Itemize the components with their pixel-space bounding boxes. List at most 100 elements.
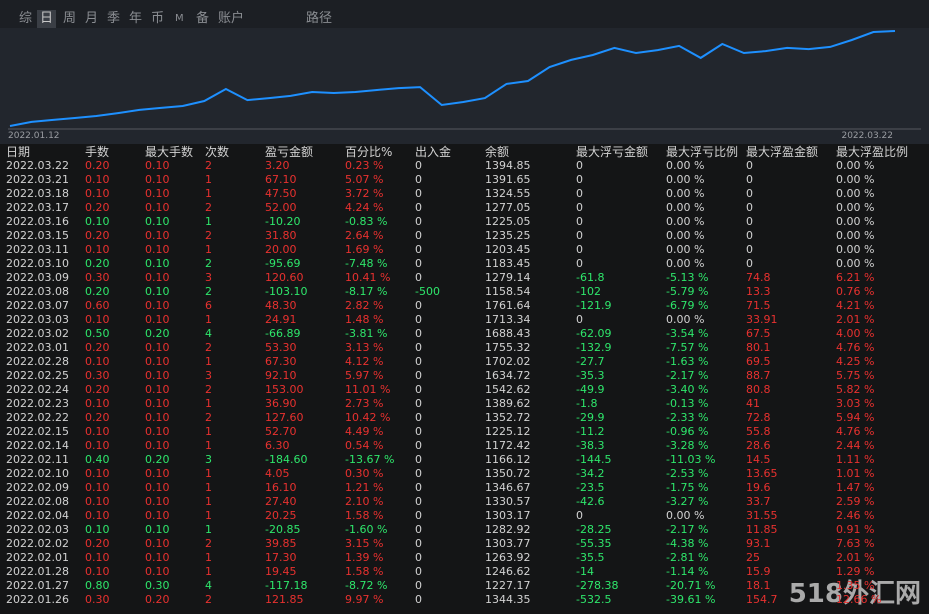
tab[interactable]: 季 xyxy=(107,11,121,26)
cell: 47.50 xyxy=(265,187,297,200)
cell: 0.10 xyxy=(145,215,170,228)
cell: 6 xyxy=(205,299,212,312)
tab[interactable]: 日 xyxy=(37,10,57,28)
cell: 2 xyxy=(205,593,212,606)
cell: 0.40 xyxy=(85,453,110,466)
cell: 92.10 xyxy=(265,369,297,382)
cell: -4.38 % xyxy=(666,537,709,550)
cell: 0.80 xyxy=(85,579,110,592)
cell: 0.10 xyxy=(145,285,170,298)
cell: 0 xyxy=(415,565,422,578)
cell: 1172.42 xyxy=(485,439,531,452)
cell: 93.1 xyxy=(746,537,771,550)
top-bar xyxy=(0,0,929,28)
tab[interactable]: 月 xyxy=(85,11,99,26)
cell: 5.94 % xyxy=(836,411,875,424)
cell: 2022.02.24 xyxy=(6,383,69,396)
cell: -1.75 % xyxy=(666,481,709,494)
cell: 17.30 xyxy=(265,551,297,564)
cell: 2022.02.22 xyxy=(6,411,69,424)
cell: 0.54 % xyxy=(345,439,384,452)
cell: 67.5 xyxy=(746,327,771,340)
cell: 5.75 % xyxy=(836,369,875,382)
tab[interactable]: 币 xyxy=(151,11,165,26)
cell: -11.2 xyxy=(576,425,605,438)
tab[interactable]: 路径 xyxy=(306,11,333,26)
cell: 127.60 xyxy=(265,411,304,424)
cell: 0 xyxy=(415,411,422,424)
cell: 0 xyxy=(415,425,422,438)
cell: 1330.57 xyxy=(485,495,531,508)
column-header: 最大浮亏比例 xyxy=(666,145,739,159)
cell: -1.63 % xyxy=(666,355,709,368)
cell: 2022.03.07 xyxy=(6,299,69,312)
cell: 0 xyxy=(415,397,422,410)
cell: 1235.25 xyxy=(485,229,531,242)
cell: 0.00 % xyxy=(836,173,875,186)
cell: 74.8 xyxy=(746,271,771,284)
cell: 2022.03.17 xyxy=(6,201,69,214)
cell: 0.00 % xyxy=(666,159,705,172)
cell: 5.82 % xyxy=(836,383,875,396)
cell: 1303.17 xyxy=(485,509,531,522)
cell: 1 xyxy=(205,495,212,508)
tab[interactable]: M xyxy=(175,13,184,24)
cell: 2022.02.02 xyxy=(6,537,69,550)
cell: 0 xyxy=(576,187,583,200)
cell: 4.49 % xyxy=(345,425,384,438)
column-header: 百分比% xyxy=(345,145,393,159)
tab[interactable]: 周 xyxy=(63,11,77,26)
column-header: 日期 xyxy=(6,145,31,159)
cell: -0.96 % xyxy=(666,425,709,438)
cell: 80.1 xyxy=(746,341,771,354)
cell: 1 xyxy=(205,509,212,522)
cell: 1282.92 xyxy=(485,523,531,536)
tab[interactable]: 备 xyxy=(196,11,210,26)
cell: 3.15 % xyxy=(345,537,384,550)
cell: 1346.67 xyxy=(485,481,531,494)
cell: 1391.65 xyxy=(485,173,531,186)
x-start-label: 2022.01.12 xyxy=(8,131,60,141)
cell: 1203.45 xyxy=(485,243,531,256)
cell: 0.10 xyxy=(145,369,170,382)
cell: 28.6 xyxy=(746,439,771,452)
cell: 1713.34 xyxy=(485,313,531,326)
cell: 0.10 xyxy=(145,243,170,256)
cell: 1.35 % xyxy=(836,579,875,592)
tab[interactable]: 账户 xyxy=(218,11,245,26)
cell: 0.10 xyxy=(145,467,170,480)
cell: 154.7 xyxy=(746,593,778,606)
cell: 0.10 xyxy=(145,187,170,200)
cell: 1 xyxy=(205,215,212,228)
cell: 0.10 xyxy=(145,551,170,564)
tab[interactable]: 年 xyxy=(129,11,143,26)
cell: 2022.03.16 xyxy=(6,215,69,228)
cell: -14 xyxy=(576,565,594,578)
cell: 0.10 xyxy=(85,215,110,228)
cell: 0.10 xyxy=(145,271,170,284)
cell: 0 xyxy=(415,593,422,606)
cell: 0.00 % xyxy=(666,229,705,242)
cell: 0.30 xyxy=(145,579,170,592)
cell: 0.10 xyxy=(145,299,170,312)
cell: -278.38 xyxy=(576,579,619,592)
cell: 2022.03.02 xyxy=(6,327,69,340)
cell: -2.17 % xyxy=(666,523,709,536)
column-header: 最大手数 xyxy=(145,145,194,159)
cell: -3.27 % xyxy=(666,495,709,508)
cell: 53.30 xyxy=(265,341,297,354)
cell: 0.10 xyxy=(85,523,110,536)
cell: 1227.17 xyxy=(485,579,531,592)
cell: 0 xyxy=(746,243,753,256)
tab[interactable]: 综 xyxy=(19,11,33,26)
cell: 0.20 xyxy=(85,257,110,270)
cell: -5.13 % xyxy=(666,271,709,284)
cell: 6.30 xyxy=(265,439,290,452)
cell: 0.00 % xyxy=(836,229,875,242)
cell: 0 xyxy=(415,187,422,200)
cell: 0 xyxy=(415,369,422,382)
cell: 0 xyxy=(576,201,583,214)
cell: -39.61 % xyxy=(666,593,716,606)
cell: -38.3 xyxy=(576,439,605,452)
cell: -5.79 % xyxy=(666,285,709,298)
